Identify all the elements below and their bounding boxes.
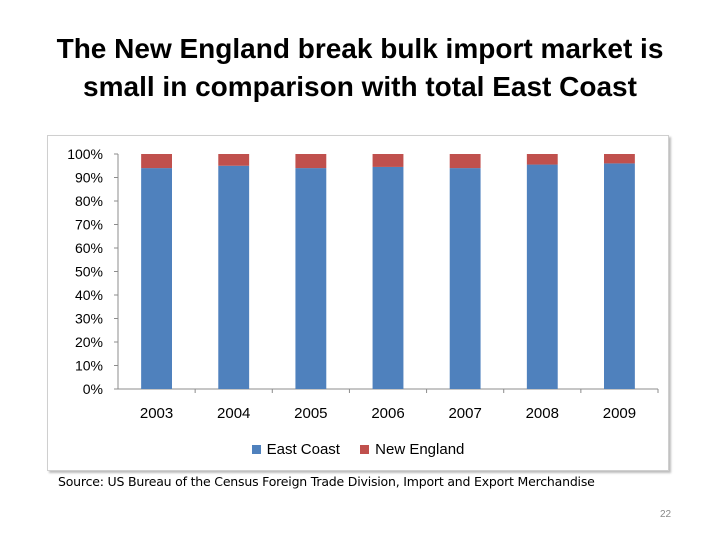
x-tick-label: 2003 <box>140 405 173 422</box>
bar-new-england-2003 <box>141 154 172 169</box>
y-tick-label: 20% <box>75 334 103 350</box>
bar-new-england-2008 <box>526 154 558 165</box>
source-note: Source: US Bureau of the Census Foreign … <box>58 474 595 489</box>
x-tick-label: 2006 <box>371 405 404 422</box>
y-tick-label: 80% <box>75 193 103 209</box>
x-tick-label: 2005 <box>294 405 327 422</box>
bar-east-coast-2005 <box>295 168 327 389</box>
y-tick-label: 50% <box>75 264 103 280</box>
y-tick-label: 40% <box>75 287 103 303</box>
y-tick-label: 0% <box>83 381 103 397</box>
bar-new-england-2005 <box>295 154 327 169</box>
legend-item-new-england: New England <box>360 441 464 458</box>
x-tick-label: 2008 <box>526 405 559 422</box>
chart-container: 0% 10% 20% 30% 40% 50% 60% 70% 80% 90% 100% 2003 200… <box>47 135 669 471</box>
x-tick-label: 2004 <box>217 405 250 422</box>
bar-new-england-2006 <box>372 154 404 167</box>
page-number: 22 <box>660 509 672 520</box>
y-tick-label: 100% <box>67 146 103 162</box>
y-tick-label: 10% <box>75 358 103 374</box>
bar-east-coast-2003 <box>141 168 172 389</box>
legend-swatch-east-coast <box>251 445 261 454</box>
bar-new-england-2009 <box>604 154 635 164</box>
x-tick-label: 2009 <box>603 405 636 422</box>
slide-title: The New England break bulk import market… <box>56 33 664 102</box>
bar-new-england-2004 <box>218 154 250 166</box>
bar-east-coast-2007 <box>449 168 481 389</box>
legend-label-new-england: New England <box>375 441 465 458</box>
bar-east-coast-2004 <box>218 165 250 389</box>
bar-east-coast-2009 <box>604 163 635 389</box>
legend-item-east-coast: East Coast <box>251 441 340 458</box>
y-tick-label: 60% <box>75 240 103 256</box>
bar-east-coast-2006 <box>372 166 404 389</box>
bar-new-england-2007 <box>449 154 481 169</box>
stacked-bar-chart: 0% 10% 20% 30% 40% 50% 60% 70% 80% 90% 100% 2003 200… <box>67 146 659 422</box>
y-tick-label: 70% <box>75 217 103 233</box>
legend-label-east-coast: East Coast <box>266 441 340 458</box>
y-tick-label: 30% <box>75 311 103 327</box>
legend-swatch-new-england <box>360 445 370 454</box>
chart-legend: East Coast New England <box>48 441 668 458</box>
bar-east-coast-2008 <box>526 164 558 389</box>
y-tick-label: 90% <box>75 170 103 186</box>
x-tick-label: 2007 <box>448 405 481 422</box>
